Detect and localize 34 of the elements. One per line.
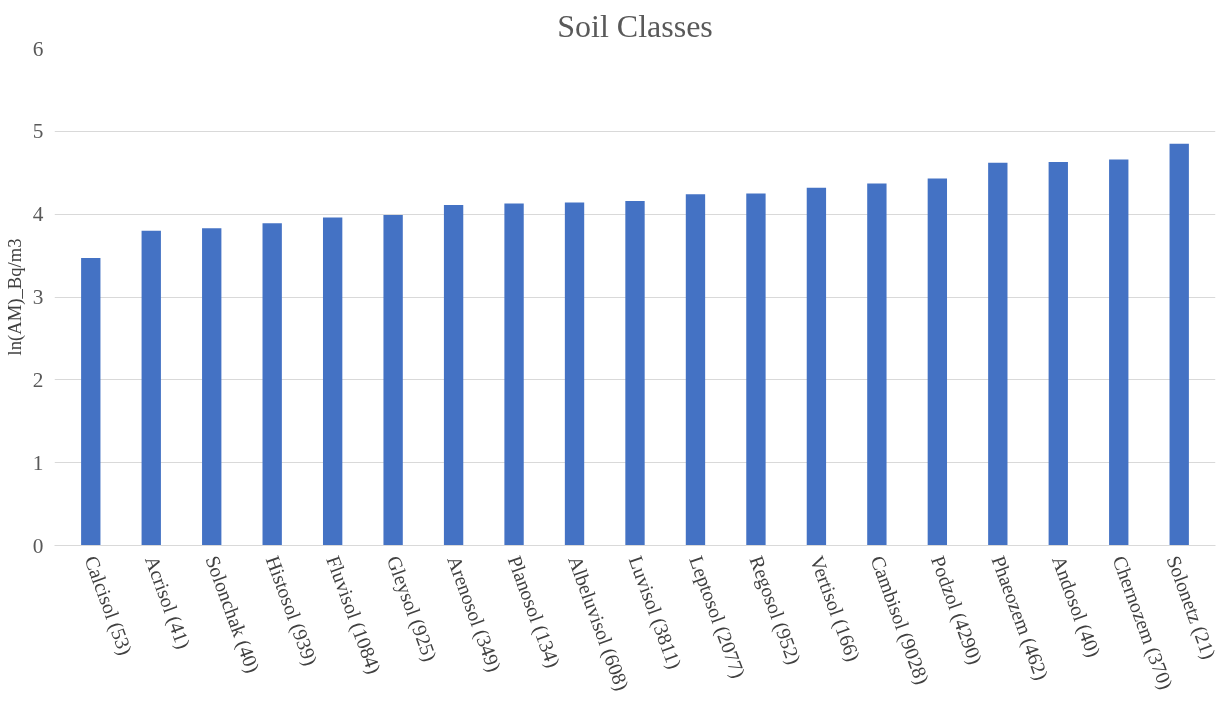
x-tick-label: Vertisol (166)	[805, 552, 865, 665]
x-tick-label: Calcisol (53)	[79, 552, 137, 659]
chart-title: Soil Classes	[557, 7, 713, 44]
bar	[383, 214, 403, 546]
bar	[141, 230, 161, 546]
bar	[685, 194, 706, 546]
y-tick-label: 2	[32, 367, 44, 392]
y-tick-label: 6	[32, 36, 44, 61]
y-tick-label: 3	[32, 285, 44, 309]
bar	[504, 203, 524, 546]
bar	[443, 205, 464, 546]
bar	[867, 183, 887, 546]
bar	[988, 162, 1008, 546]
bar	[322, 217, 343, 546]
bar	[806, 187, 827, 546]
bar	[1109, 159, 1129, 546]
y-tick-label: 4	[32, 202, 44, 227]
bar	[746, 193, 766, 546]
bar	[262, 223, 282, 546]
x-tick-label: Acrisol (41)	[139, 552, 195, 652]
y-axis-title: ln(AM)_Bq/m3	[3, 238, 26, 356]
bar	[1169, 143, 1189, 546]
y-tick-label: 0	[32, 533, 44, 558]
bar	[81, 258, 101, 546]
x-tick-label: Gleysol (925)	[381, 552, 442, 665]
x-tick-label: Podzol (4290)	[926, 552, 987, 668]
bar	[202, 228, 222, 546]
bar	[564, 202, 585, 546]
bar	[927, 178, 948, 546]
y-tick-label: 5	[32, 119, 44, 144]
bar	[1048, 161, 1068, 546]
y-tick-label: 1	[32, 450, 44, 475]
bar	[625, 200, 645, 546]
x-tick-label: Luvisol (3811)	[623, 552, 687, 673]
